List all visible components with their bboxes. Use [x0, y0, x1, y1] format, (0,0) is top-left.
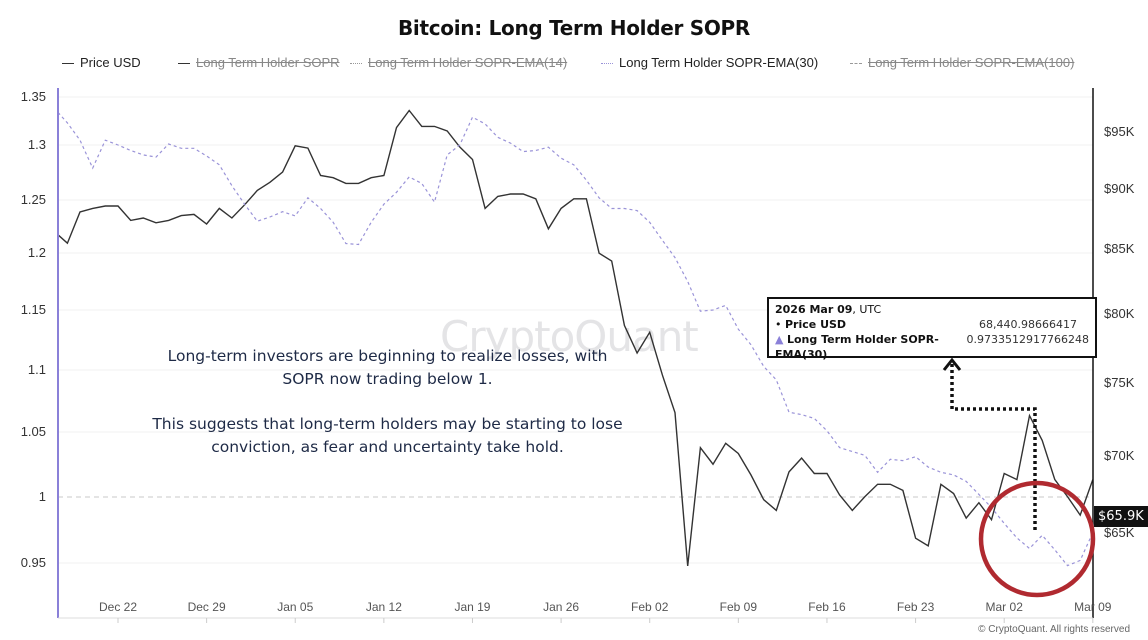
right-tick-label: $70K — [1104, 448, 1135, 463]
x-tick-label: Jan 19 — [454, 600, 490, 614]
annotation-paragraph-2: This suggests that long-term holders may… — [152, 415, 623, 456]
annotation-paragraph-1: Long-term investors are beginning to rea… — [167, 347, 608, 388]
legend-item-lth-sopr-ema100[interactable]: Long Term Holder SOPR-EMA(100) — [850, 55, 1074, 70]
left-tick-label: 1.15 — [21, 302, 46, 317]
x-tick-label: Jan 26 — [543, 600, 579, 614]
tooltip-value: 68,440.98666417 — [979, 318, 1077, 331]
dot-icon: • — [775, 318, 782, 331]
highlight-circle — [978, 480, 1096, 598]
legend-item-lth-sopr-ema30[interactable]: Long Term Holder SOPR-EMA(30) — [601, 55, 818, 70]
right-tick-label: $95K — [1104, 124, 1135, 139]
left-tick-label: 1.25 — [21, 192, 46, 207]
legend-swatch — [850, 63, 862, 65]
left-tick-label: 1.2 — [28, 245, 46, 260]
right-tick-label: $90K — [1104, 181, 1135, 196]
dotted-arrow — [950, 364, 1037, 530]
legend-label: Price USD — [80, 55, 141, 70]
left-tick-label: 1.1 — [28, 362, 46, 377]
chart-title: Bitcoin: Long Term Holder SOPR — [397, 16, 751, 40]
x-tick-label: Mar 02 — [986, 600, 1024, 614]
tooltip-label: Price USD — [785, 318, 847, 331]
x-tick-label: Feb 23 — [897, 600, 935, 614]
x-tick-label: Dec 22 — [99, 600, 137, 614]
tooltip-value: 0.9733512917766248 — [966, 333, 1089, 346]
x-tick-label: Dec 29 — [188, 600, 226, 614]
left-tick-label: 1.05 — [21, 424, 46, 439]
legend-item-lth-sopr[interactable]: Long Term Holder SOPR — [178, 55, 340, 70]
x-tick-label: Feb 02 — [631, 600, 669, 614]
x-tick-label: Jan 12 — [366, 600, 402, 614]
x-tick-label: Feb 09 — [720, 600, 758, 614]
left-tick-label: 1 — [39, 489, 46, 504]
tooltip-tz: , UTC — [852, 303, 882, 316]
right-tick-label: $80K — [1104, 306, 1135, 321]
series-line-price-usd[interactable] — [57, 109, 1094, 566]
right-tick-label: $65K — [1104, 525, 1135, 540]
x-tick-label: Jan 05 — [277, 600, 313, 614]
legend-swatch — [62, 63, 74, 65]
left-tick-label: 0.95 — [21, 555, 46, 570]
triangle-icon: ▲ — [775, 333, 784, 346]
tooltip-label: Long Term Holder SOPR-EMA(30) — [775, 333, 939, 361]
annotation-text: Long-term investors are beginning to rea… — [150, 345, 625, 459]
x-tick-label: Mar 09 — [1074, 600, 1112, 614]
tooltip: 2026 Mar 09, UTC • Price USD 68,440.98666… — [767, 297, 1097, 361]
legend-swatch — [601, 63, 613, 65]
left-tick-label: 1.35 — [21, 89, 46, 104]
right-tick-label: $85K — [1104, 241, 1135, 256]
legend-swatch — [178, 63, 190, 65]
legend-label: Long Term Holder SOPR-EMA(100) — [868, 55, 1075, 70]
series-line-lth-sopr-ema30[interactable] — [57, 111, 1094, 567]
gridlines — [58, 96, 1093, 564]
right-tick-label: $75K — [1104, 375, 1135, 390]
legend-label: Long Term Holder SOPR-EMA(30) — [619, 55, 819, 70]
arrow-head-icon — [942, 357, 962, 371]
x-tick-label: Feb 16 — [808, 600, 846, 614]
legend-item-price-usd[interactable]: Price USD — [62, 55, 141, 70]
legend-item-lth-sopr-ema14[interactable]: Long Term Holder SOPR-EMA(14) — [350, 55, 567, 70]
tooltip-date: 2026 Mar 09 — [775, 303, 853, 316]
legend-label: Long Term Holder SOPR — [196, 55, 340, 70]
legend-swatch — [350, 63, 362, 65]
legend-label: Long Term Holder SOPR-EMA(14) — [368, 55, 568, 70]
left-tick-label: 1.3 — [28, 137, 46, 152]
current-price-tag: $65.9K — [1094, 506, 1148, 527]
copyright: © CryptoQuant. All rights reserved — [978, 624, 1130, 635]
